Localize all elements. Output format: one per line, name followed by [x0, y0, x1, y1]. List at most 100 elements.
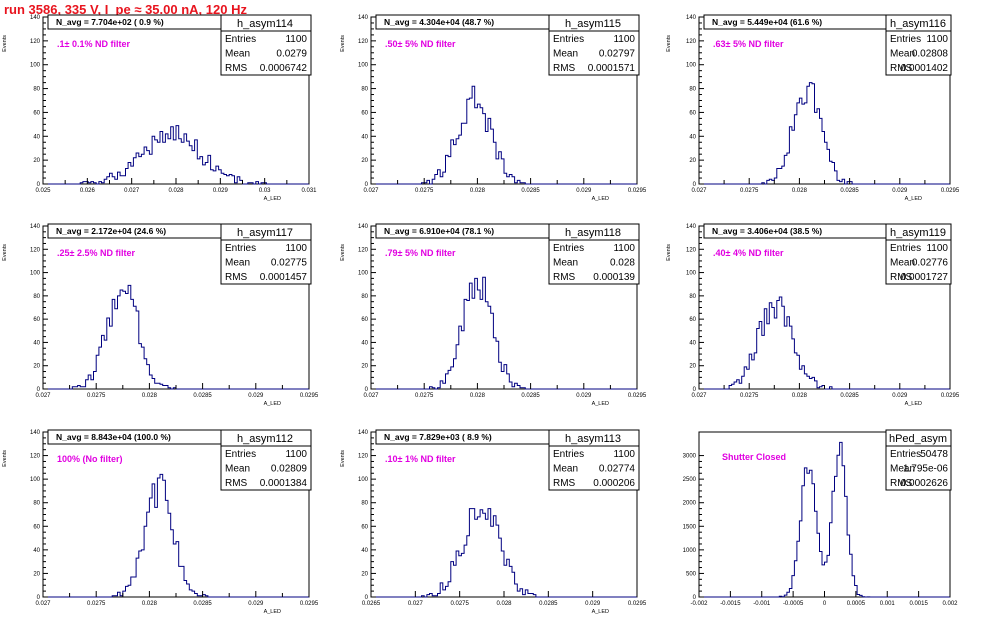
histogram-line: [371, 85, 637, 185]
histogram-line: [43, 284, 309, 390]
stats-value-mean: 0.02797: [599, 49, 636, 60]
histogram-panel-h_asym112: 0 20 40 60 80 100 120 140 0.027 0.0275 0.028 0.0285…: [2, 429, 319, 615]
x-tick-label: 0.0285: [840, 393, 859, 399]
y-tick-label: 140: [30, 15, 41, 21]
y-tick-label: 0: [37, 182, 41, 188]
stats-key: Mean: [890, 464, 915, 475]
y-tick-label: 500: [686, 571, 697, 577]
x-tick-label: 0.029: [248, 601, 264, 607]
histogram-panel-h_asym113: 0 20 40 60 80 100 120 140 0.0265 0.027 0.0275 0.028…: [340, 429, 647, 615]
stats-value-entries: 1100: [613, 449, 635, 460]
histogram-title: h_asym112: [237, 433, 293, 445]
y-tick-label: 120: [358, 454, 369, 460]
histogram-title: h_asym115: [565, 18, 621, 30]
y-tick-label: 1500: [683, 524, 697, 530]
y-tick-label: 120: [686, 39, 697, 45]
histogram-title: h_asym116: [890, 18, 946, 30]
y-tick-label: 120: [30, 454, 41, 460]
y-tick-label: 40: [33, 340, 40, 346]
x-tick-label: 0.0295: [300, 393, 319, 399]
stats-value-rms: 0.000206: [593, 478, 635, 489]
x-tick-label: 0.0295: [941, 393, 960, 399]
x-tick-label: 0.0015: [909, 601, 928, 607]
stats-box: [548, 14, 640, 76]
filter-label: .1± 0.1% ND filter: [57, 39, 130, 49]
y-tick-label: 0: [365, 387, 369, 393]
stats-value-mean: 0.02809: [271, 464, 308, 475]
filter-label: .79± 5% ND filter: [385, 248, 456, 258]
y-tick-label: 0: [365, 595, 369, 601]
stats-value-entries: 1100: [926, 243, 948, 254]
stats-value-entries: 50478: [920, 449, 948, 460]
stats-box: [220, 14, 312, 76]
histogram-title: hPed_asym: [889, 433, 947, 445]
x-axis-label: A_LED: [264, 401, 281, 407]
histogram-title: h_asym114: [237, 18, 293, 30]
y-tick-label: 40: [689, 340, 696, 346]
navg-text: N_avg = 4.304e+04 (48.7 %): [384, 17, 494, 27]
x-tick-label: 0.028: [142, 601, 158, 607]
stats-key: RMS: [553, 272, 576, 283]
y-tick-label: 40: [361, 340, 368, 346]
x-tick-label: 0.028: [792, 393, 808, 399]
stats-value-rms: 0.0001457: [260, 272, 308, 283]
stats-value-rms: 0.0001384: [260, 478, 308, 489]
y-tick-label: 20: [689, 364, 696, 370]
stats-value-entries: 1100: [285, 34, 307, 45]
y-tick-label: 60: [689, 110, 696, 116]
x-tick-label: 0.027: [35, 601, 51, 607]
y-tick-label: 140: [30, 430, 41, 436]
navg-text: N_avg = 7.829e+03 ( 8.9 %): [384, 432, 492, 442]
histogram-title: h_asym118: [565, 227, 621, 239]
stats-value-rms: 0.0001727: [901, 272, 949, 283]
x-tick-label: 0.0275: [450, 601, 469, 607]
histogram-line: [699, 296, 950, 390]
x-tick-label: 0.027: [363, 188, 379, 194]
y-tick-label: 120: [30, 247, 41, 253]
x-tick-label: 0.027: [408, 601, 424, 607]
x-axis-label: A_LED: [264, 609, 281, 615]
y-tick-label: 60: [361, 524, 368, 530]
y-tick-label: 20: [33, 158, 40, 164]
x-tick-label: -0.001: [753, 601, 771, 607]
navg-box: [375, 429, 550, 445]
y-tick-label: 40: [33, 548, 40, 554]
stats-value-entries: 1100: [613, 243, 635, 254]
filter-label: .50± 5% ND filter: [385, 39, 456, 49]
y-tick-label: 60: [689, 317, 696, 323]
y-tick-label: 100: [358, 63, 369, 69]
x-tick-label: 0.0285: [193, 601, 212, 607]
y-tick-label: 60: [33, 524, 40, 530]
x-axis-label: A_LED: [592, 609, 609, 615]
stats-key: RMS: [890, 272, 913, 283]
histogram-panel-h_asym114: 0 20 40 60 80 100 120 140 0.025 0.026 0.027 0.028 0.…: [2, 14, 317, 202]
histogram-line: [699, 82, 950, 185]
stats-value-mean: 0.02776: [912, 258, 949, 269]
run-title: run 3586, 335 V, I_pe ≈ 35.00 nA, 120 Hz: [4, 2, 247, 17]
stats-key: Entries: [553, 243, 584, 254]
histogram-line: [371, 508, 637, 598]
x-tick-label: 0.029: [213, 188, 229, 194]
histogram-panel-h_asym118: 0 20 40 60 80 100 120 140 0.027 0.0275 0.028 0.0285…: [340, 223, 647, 407]
stats-value-mean: 0.02808: [912, 49, 949, 60]
stats-key: Mean: [553, 464, 578, 475]
y-tick-label: 120: [358, 247, 369, 253]
stats-key: RMS: [890, 478, 913, 489]
navg-text: N_avg = 3.406e+04 (38.5 %): [712, 226, 822, 236]
histogram-panel-h_asym115: 0 20 40 60 80 100 120 140 0.027 0.0275 0.028 0.0285…: [340, 14, 647, 202]
stats-value-entries: 1100: [613, 34, 635, 45]
y-tick-label: 140: [358, 224, 369, 230]
stats-value-rms: 0.0001571: [588, 63, 636, 74]
x-axis-label: A_LED: [905, 196, 922, 202]
y-tick-label: 0: [365, 182, 369, 188]
stats-value-entries: 1100: [285, 449, 307, 460]
filter-label: .25± 2.5% ND filter: [57, 248, 135, 258]
stats-value-mean: 0.028: [610, 258, 635, 269]
x-axis-label: A_LED: [592, 401, 609, 407]
x-tick-label: 0.0295: [628, 601, 647, 607]
x-tick-label: 0.0275: [87, 393, 106, 399]
y-tick-label: 60: [361, 110, 368, 116]
stats-box: [885, 14, 952, 76]
x-tick-label: 0.026: [80, 188, 96, 194]
